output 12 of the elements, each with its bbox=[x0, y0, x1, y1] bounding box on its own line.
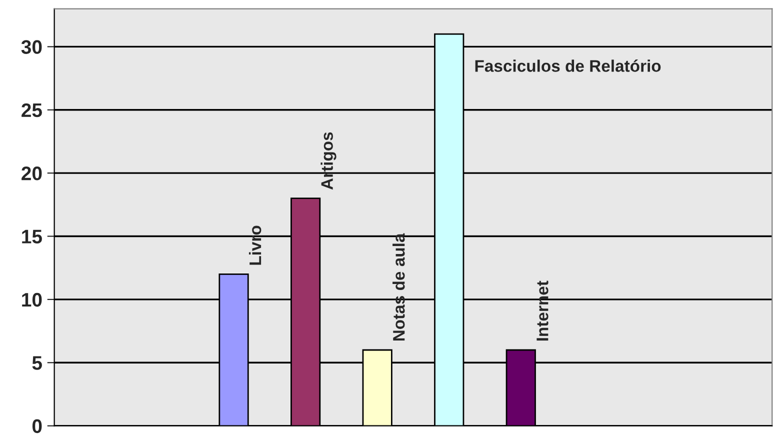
y-tick-label: 5 bbox=[32, 356, 42, 370]
annotation: Fasciculos de Relatório bbox=[475, 60, 661, 72]
y-tick-label: 25 bbox=[22, 103, 42, 118]
annotation: Livro bbox=[248, 226, 262, 265]
annotation: Internet bbox=[536, 280, 548, 341]
y-tick-label: 20 bbox=[22, 166, 42, 180]
annotation: Notas de aula bbox=[392, 233, 405, 341]
y-tick-label: 15 bbox=[22, 230, 42, 244]
annotation: Artigos bbox=[320, 132, 336, 190]
y-tick-label: 30 bbox=[21, 40, 42, 54]
y-tick-label: 0 bbox=[32, 419, 42, 434]
y-tick-label: 10 bbox=[22, 292, 42, 307]
